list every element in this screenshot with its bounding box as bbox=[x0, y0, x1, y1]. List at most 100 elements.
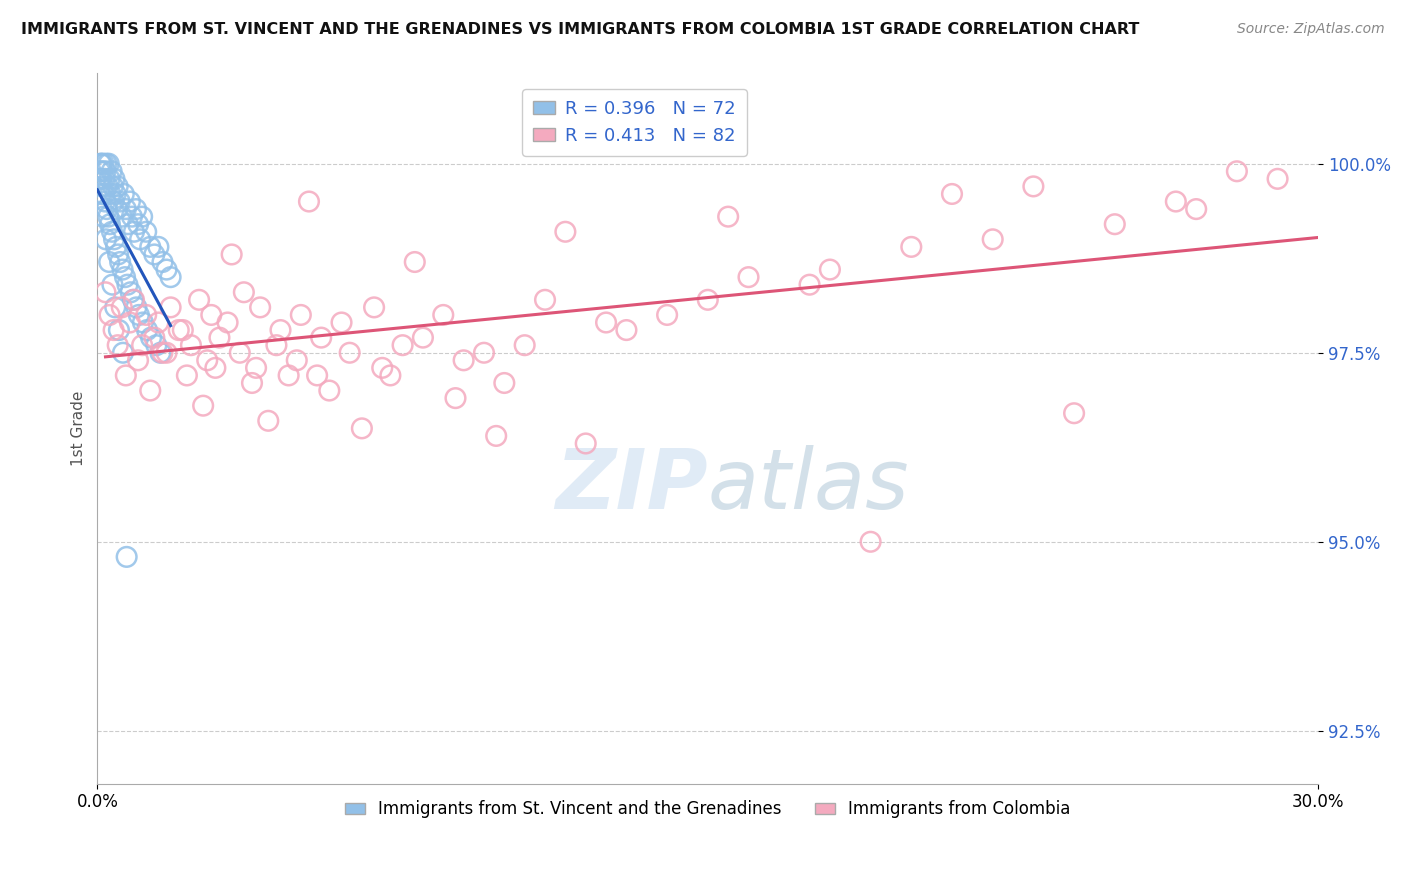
Point bbox=[122, 293, 145, 307]
Point bbox=[285, 353, 308, 368]
Point bbox=[89, 186, 111, 201]
Point bbox=[118, 316, 141, 330]
Point bbox=[298, 194, 321, 209]
Point bbox=[108, 194, 131, 209]
Point bbox=[132, 316, 155, 330]
Point bbox=[104, 186, 127, 201]
Point bbox=[737, 270, 759, 285]
Point bbox=[277, 368, 299, 383]
Point bbox=[152, 255, 174, 269]
Point bbox=[103, 232, 125, 246]
Point bbox=[90, 171, 112, 186]
Point bbox=[941, 186, 963, 201]
Point bbox=[129, 232, 152, 246]
Point bbox=[221, 247, 243, 261]
Point bbox=[412, 331, 434, 345]
Point bbox=[534, 293, 557, 307]
Point bbox=[103, 323, 125, 337]
Point bbox=[111, 345, 134, 359]
Point bbox=[90, 157, 112, 171]
Point bbox=[115, 549, 138, 564]
Point bbox=[94, 194, 117, 209]
Point bbox=[1226, 164, 1249, 178]
Point bbox=[131, 210, 153, 224]
Point bbox=[195, 353, 218, 368]
Point bbox=[152, 345, 174, 359]
Point bbox=[143, 331, 166, 345]
Point bbox=[1267, 171, 1289, 186]
Point bbox=[107, 247, 129, 261]
Point bbox=[155, 262, 177, 277]
Point bbox=[94, 232, 117, 246]
Point bbox=[103, 194, 125, 209]
Point bbox=[122, 225, 145, 239]
Point bbox=[309, 331, 332, 345]
Point bbox=[103, 171, 125, 186]
Point bbox=[232, 285, 254, 300]
Point bbox=[217, 316, 239, 330]
Point bbox=[131, 338, 153, 352]
Point bbox=[432, 308, 454, 322]
Point bbox=[114, 270, 136, 285]
Point bbox=[200, 308, 222, 322]
Point bbox=[93, 186, 115, 201]
Point bbox=[94, 285, 117, 300]
Point bbox=[900, 240, 922, 254]
Point bbox=[120, 285, 142, 300]
Point bbox=[159, 270, 181, 285]
Point bbox=[89, 171, 111, 186]
Point bbox=[105, 202, 128, 216]
Point bbox=[135, 308, 157, 322]
Point bbox=[204, 360, 226, 375]
Point bbox=[208, 331, 231, 345]
Point bbox=[111, 262, 134, 277]
Point bbox=[93, 171, 115, 186]
Point bbox=[318, 384, 340, 398]
Point bbox=[98, 171, 121, 186]
Point bbox=[139, 384, 162, 398]
Point bbox=[93, 157, 115, 171]
Point bbox=[125, 202, 148, 216]
Point bbox=[94, 164, 117, 178]
Point bbox=[128, 308, 150, 322]
Point bbox=[118, 194, 141, 209]
Y-axis label: 1st Grade: 1st Grade bbox=[72, 391, 86, 466]
Text: Source: ZipAtlas.com: Source: ZipAtlas.com bbox=[1237, 22, 1385, 37]
Point bbox=[100, 186, 122, 201]
Point bbox=[105, 240, 128, 254]
Point bbox=[391, 338, 413, 352]
Point bbox=[90, 157, 112, 171]
Point bbox=[159, 301, 181, 315]
Point bbox=[799, 277, 821, 292]
Point bbox=[655, 308, 678, 322]
Point bbox=[513, 338, 536, 352]
Point bbox=[98, 217, 121, 231]
Point bbox=[155, 345, 177, 359]
Point bbox=[266, 338, 288, 352]
Point bbox=[117, 217, 139, 231]
Point bbox=[859, 534, 882, 549]
Point bbox=[145, 338, 167, 352]
Point bbox=[112, 186, 135, 201]
Point bbox=[125, 301, 148, 315]
Point bbox=[149, 345, 172, 359]
Point bbox=[96, 202, 118, 216]
Point bbox=[240, 376, 263, 390]
Point bbox=[108, 323, 131, 337]
Point bbox=[111, 210, 134, 224]
Point bbox=[121, 210, 143, 224]
Point bbox=[575, 436, 598, 450]
Point bbox=[350, 421, 373, 435]
Point bbox=[107, 338, 129, 352]
Point bbox=[111, 301, 134, 315]
Point bbox=[98, 308, 121, 322]
Point bbox=[136, 323, 159, 337]
Point bbox=[269, 323, 291, 337]
Point bbox=[107, 179, 129, 194]
Point bbox=[696, 293, 718, 307]
Point bbox=[91, 210, 114, 224]
Point bbox=[494, 376, 516, 390]
Point bbox=[717, 210, 740, 224]
Point bbox=[554, 225, 576, 239]
Point bbox=[330, 316, 353, 330]
